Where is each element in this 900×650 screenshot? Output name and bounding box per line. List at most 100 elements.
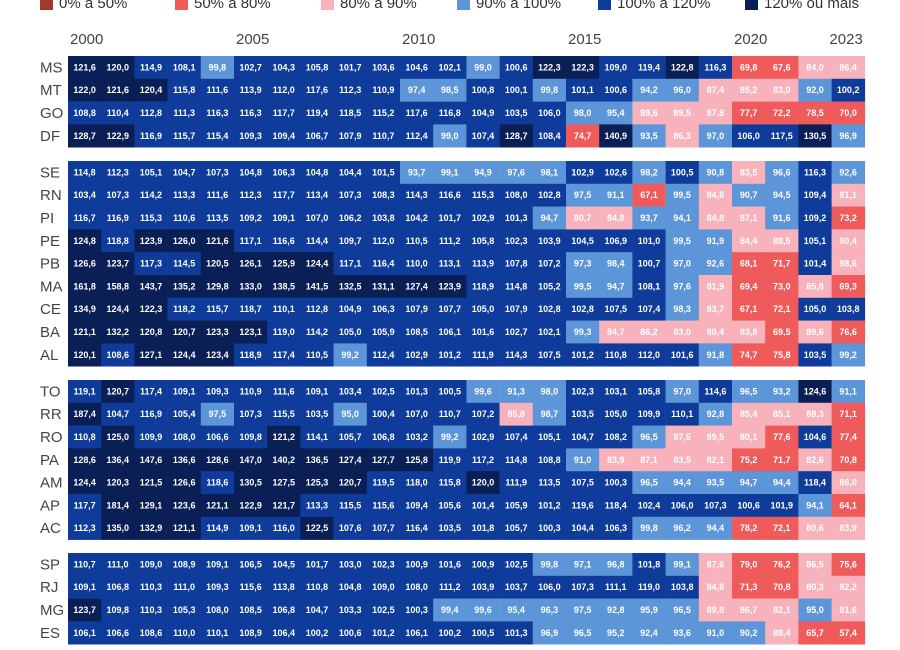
- cell-value: 108,6: [140, 628, 163, 638]
- cell-value: 103,5: [439, 523, 462, 533]
- cell-value: 110,5: [406, 236, 428, 246]
- heatmap-cell: [167, 252, 202, 276]
- heatmap-cell: [466, 124, 500, 148]
- heatmap-cell: [532, 101, 567, 125]
- cell-value: 135,2: [173, 281, 196, 291]
- cell-value: 124,4: [107, 304, 130, 314]
- heatmap-cell: [665, 161, 700, 185]
- cell-value: 108,9: [173, 559, 196, 569]
- cell-value: 122,9: [239, 500, 262, 510]
- heatmap-cell: [300, 448, 334, 472]
- heatmap-cell: [632, 101, 666, 125]
- cell-value: 97,5: [574, 190, 592, 200]
- heatmap-cell: [798, 425, 832, 449]
- heatmap-cell: [200, 78, 235, 102]
- heatmap-cell: [134, 124, 168, 148]
- cell-value: 120,7: [339, 478, 362, 488]
- cell-value: 85,1: [773, 409, 791, 419]
- cell-value: 80,3: [806, 582, 824, 592]
- cell-value: 133,0: [239, 281, 262, 291]
- cell-value: 129,1: [140, 500, 163, 510]
- heatmap-cell: [101, 598, 135, 622]
- cell-value: 122,8: [671, 62, 694, 72]
- heatmap-cell: [466, 448, 500, 472]
- cell-value: 91,6: [773, 213, 791, 223]
- cell-value: 107,7: [439, 304, 462, 314]
- cell-value: 105,1: [538, 432, 561, 442]
- heatmap-cell: [366, 78, 401, 102]
- cell-value: 94,2: [640, 85, 658, 95]
- cell-value: 106,8: [273, 605, 296, 615]
- cell-value: 88,3: [806, 409, 824, 419]
- cell-value: 120,8: [140, 327, 163, 337]
- cell-value: 114,8: [505, 455, 527, 465]
- cell-value: 100,5: [671, 167, 694, 177]
- heatmap-cell: [765, 101, 799, 125]
- heatmap-cell: [831, 343, 866, 367]
- heatmap-cell: [599, 161, 633, 185]
- heatmap-cell: [698, 402, 733, 426]
- cell-value: 114,1: [306, 432, 328, 442]
- cell-value: 102,7: [239, 62, 262, 72]
- heatmap-cell: [765, 448, 799, 472]
- heatmap-cell: [433, 297, 467, 321]
- cell-value: 100,6: [339, 628, 362, 638]
- heatmap-cell: [532, 56, 567, 80]
- heatmap-cell: [798, 402, 832, 426]
- cell-value: 114,3: [406, 190, 428, 200]
- cell-value: 97,5: [574, 605, 592, 615]
- heatmap-cell: [234, 575, 268, 599]
- cell-value: 109,8: [239, 432, 262, 442]
- cell-value: 104,5: [273, 559, 296, 569]
- heatmap-cell: [532, 471, 567, 495]
- cell-value: 115,8: [173, 85, 195, 95]
- cell-value: 109,9: [638, 409, 661, 419]
- heatmap-cell: [698, 161, 733, 185]
- heatmap-cell: [632, 471, 666, 495]
- state-label: RJ: [40, 579, 58, 596]
- heatmap-cell: [566, 124, 600, 148]
- heatmap-cell: [798, 78, 832, 102]
- cell-value: 102,9: [571, 167, 594, 177]
- cell-value: 106,9: [605, 236, 628, 246]
- cell-value: 77,7: [740, 108, 758, 118]
- heatmap-cell: [68, 343, 102, 367]
- heatmap-cell: [333, 425, 368, 449]
- cell-value: 87,6: [673, 432, 691, 442]
- cell-value: 111,6: [273, 386, 295, 396]
- heatmap-cell: [732, 471, 766, 495]
- cell-value: 119,0: [273, 327, 295, 337]
- heatmap-cell: [599, 343, 633, 367]
- cell-value: 118,7: [240, 304, 262, 314]
- heatmap-cell: [831, 471, 866, 495]
- cell-value: 110,1: [273, 304, 295, 314]
- heatmap-cell: [366, 402, 401, 426]
- heatmap-cell: [433, 575, 467, 599]
- cell-value: 119,6: [572, 500, 594, 510]
- cell-value: 97,6: [673, 281, 691, 291]
- cell-value: 74,7: [740, 350, 758, 360]
- heatmap-cell: [234, 598, 268, 622]
- cell-value: 89,6: [806, 327, 824, 337]
- cell-value: 106,3: [372, 304, 395, 314]
- heatmap-cell: [234, 183, 268, 207]
- heatmap-cell: [167, 494, 202, 518]
- heatmap-cell: [68, 297, 102, 321]
- cell-value: 89,6: [640, 108, 658, 118]
- heatmap-cell: [366, 598, 401, 622]
- heatmap-cell: [234, 343, 268, 367]
- heatmap-cell: [665, 320, 700, 344]
- heatmap-cell: [732, 343, 766, 367]
- heatmap-cell: [732, 320, 766, 344]
- heatmap-cell: [68, 275, 102, 299]
- heatmap-cell: [200, 516, 235, 540]
- heatmap-cell: [234, 402, 268, 426]
- cell-value: 104,6: [804, 432, 827, 442]
- heatmap-cell: [632, 553, 666, 577]
- heatmap-cell: [831, 275, 866, 299]
- heatmap-cell: [732, 206, 766, 230]
- cell-value: 103,7: [505, 582, 528, 592]
- heatmap-cell: [831, 78, 866, 102]
- heatmap-cell: [134, 516, 168, 540]
- cell-value: 73,2: [839, 213, 857, 223]
